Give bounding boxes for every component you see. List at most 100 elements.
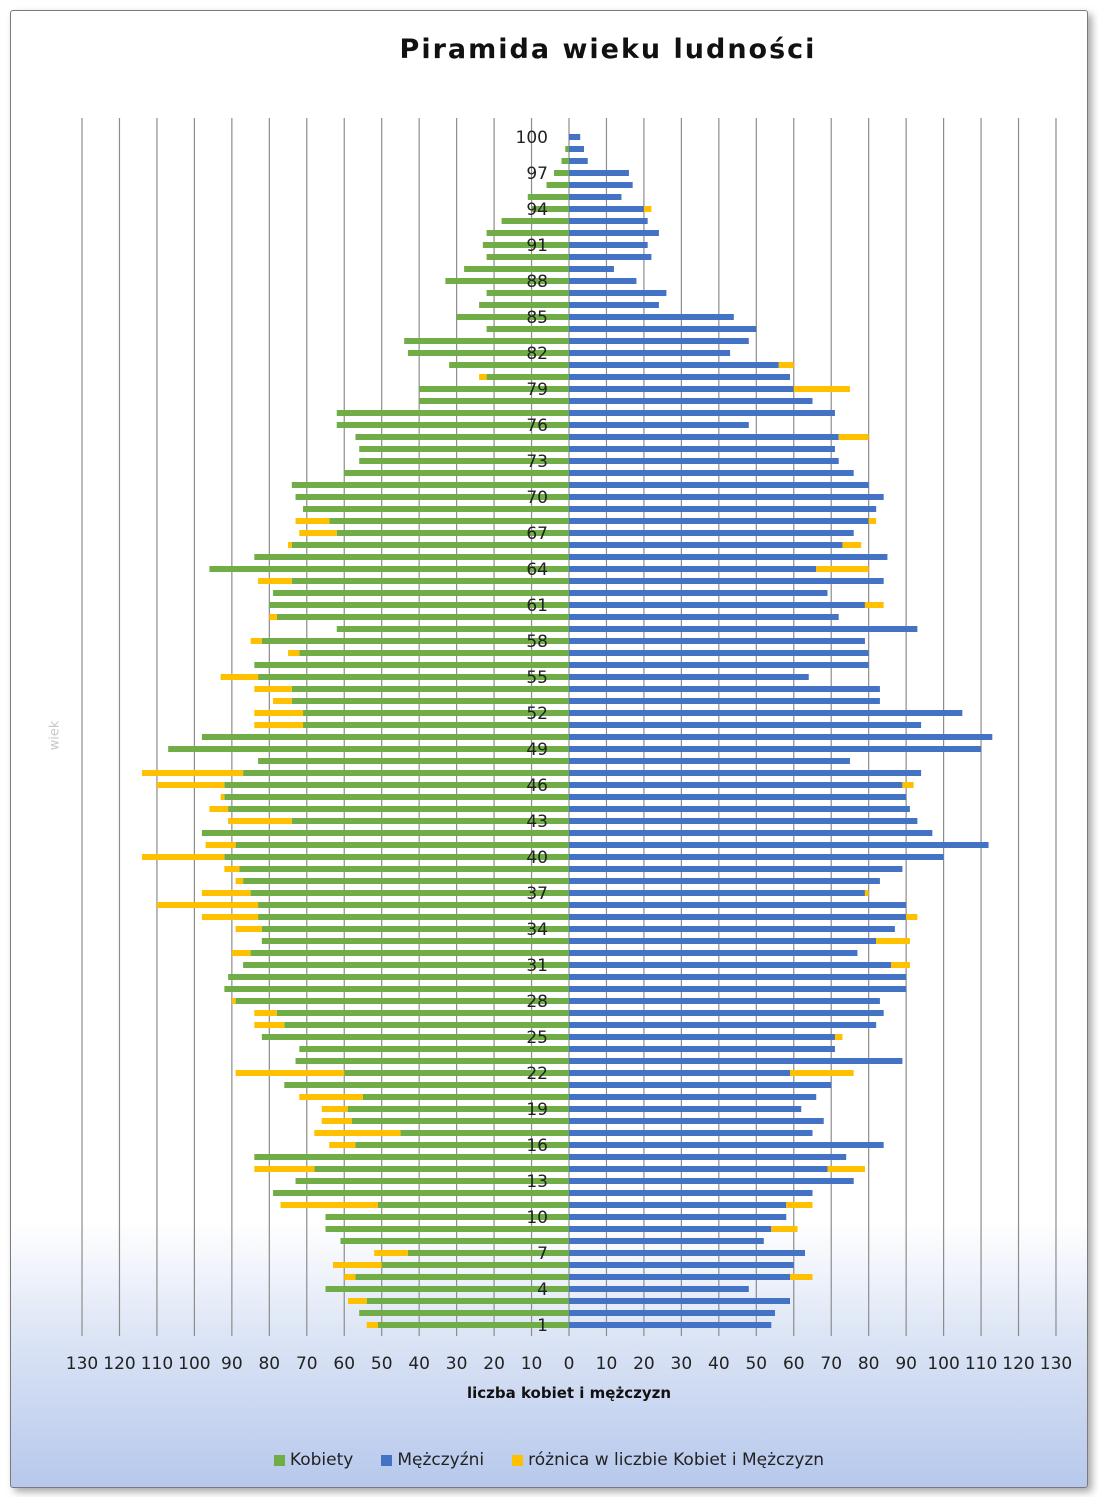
x-tick-label: 20 (483, 1354, 505, 1374)
bar-roznica (235, 878, 244, 884)
bar-kobiety (224, 854, 570, 860)
bar-kobiety (486, 374, 569, 380)
bar-mezczyzni (569, 962, 892, 968)
y-tick-label: 64 (526, 560, 548, 580)
x-tick-label: 90 (221, 1354, 243, 1374)
x-tick-label: 130 (66, 1354, 98, 1374)
y-tick-label: 37 (526, 884, 548, 904)
bar-mezczyzni (569, 1046, 835, 1052)
bar-mezczyzni (569, 1070, 791, 1076)
bar-kobiety (295, 1058, 569, 1064)
bar-roznica (333, 1262, 382, 1268)
y-tick-label: 46 (526, 776, 548, 796)
x-tick-label: 100 (927, 1354, 959, 1374)
bar-mezczyzni (569, 290, 667, 296)
bar-mezczyzni (569, 686, 880, 692)
bar-mezczyzni (569, 986, 907, 992)
bar-roznica (254, 1022, 285, 1028)
bar-mezczyzni (569, 938, 877, 944)
bar-mezczyzni (569, 794, 907, 800)
bar-kobiety (347, 1106, 569, 1112)
bar-kobiety (276, 614, 569, 620)
x-tick-label: 20 (633, 1354, 655, 1374)
bar-kobiety (344, 1070, 569, 1076)
bar-kobiety (239, 866, 570, 872)
bar-roznica (254, 686, 292, 692)
bar-kobiety (404, 338, 569, 344)
bar-kobiety (531, 206, 569, 212)
bar-roznica (141, 770, 244, 776)
bar-kobiety (303, 506, 569, 512)
bar-roznica (254, 710, 304, 716)
x-axis-label: liczba kobiet i mężczyzn (466, 1384, 672, 1402)
bar-kobiety (261, 926, 569, 932)
bar-kobiety (329, 518, 569, 524)
y-tick-label: 13 (526, 1172, 548, 1192)
x-tick-label: 130 (1040, 1354, 1072, 1374)
bar-kobiety (224, 986, 570, 992)
y-tick-label: 91 (526, 236, 548, 256)
bar-kobiety (261, 938, 569, 944)
bar-mezczyzni (569, 770, 922, 776)
bar-mezczyzni (569, 1202, 787, 1208)
bar-kobiety (291, 698, 569, 704)
x-tick-label: 30 (671, 1354, 693, 1374)
bar-roznica (842, 542, 862, 548)
bar-mezczyzni (569, 614, 839, 620)
y-tick-label: 19 (526, 1100, 548, 1120)
legend-label-roznica: różnica w liczbie Kobiet i Mężczyzn (528, 1450, 825, 1470)
bar-kobiety (340, 1238, 569, 1244)
x-tick-label: 40 (708, 1354, 730, 1374)
bar-mezczyzni (569, 1022, 877, 1028)
y-tick-label: 67 (526, 524, 548, 544)
bar-mezczyzni (569, 878, 880, 884)
bar-roznica (280, 1202, 378, 1208)
bar-roznica (231, 950, 251, 956)
x-tick-label: 120 (103, 1354, 135, 1374)
bar-mezczyzni (569, 1322, 772, 1328)
y-tick-label: 79 (526, 380, 548, 400)
x-tick-label: 60 (333, 1354, 355, 1374)
bar-roznica (288, 650, 300, 656)
bar-roznica (891, 962, 910, 968)
bar-roznica (864, 602, 884, 608)
bar-mezczyzni (569, 830, 933, 836)
bar-kobiety (336, 530, 569, 536)
x-tick-label: 50 (745, 1354, 767, 1374)
x-tick-label: 0 (564, 1354, 575, 1374)
bar-roznica (902, 782, 914, 788)
bar-roznica (816, 566, 869, 572)
bar-kobiety (303, 722, 569, 728)
bar-roznica (235, 926, 262, 932)
bar-roznica (269, 614, 277, 620)
bar-mezczyzni (569, 470, 854, 476)
bar-roznica (295, 518, 330, 524)
bar-mezczyzni (569, 482, 869, 488)
bar-mezczyzni (569, 458, 839, 464)
bar-mezczyzni (569, 1034, 835, 1040)
bar-roznica (790, 1070, 854, 1076)
bar-roznica (201, 890, 251, 896)
bar-roznica (156, 902, 259, 908)
x-tick-label: 80 (258, 1354, 280, 1374)
bar-kobiety (419, 398, 569, 404)
bar-roznica (258, 578, 292, 584)
bar-roznica (329, 1142, 356, 1148)
bar-roznica (374, 1250, 408, 1256)
y-tick-label: 85 (526, 308, 548, 328)
bar-kobiety (449, 362, 569, 368)
y-tick-label: 49 (526, 740, 548, 760)
bar-mezczyzni (569, 998, 880, 1004)
bar-kobiety (486, 326, 569, 332)
bar-kobiety (224, 794, 570, 800)
bar-kobiety (482, 242, 569, 248)
bar-kobiety (561, 158, 569, 164)
bar-roznica (254, 1010, 277, 1016)
x-tick-label: 100 (178, 1354, 210, 1374)
bar-kobiety (456, 314, 569, 320)
y-tick-label: 43 (526, 812, 548, 832)
bar-mezczyzni (569, 326, 757, 332)
bar-kobiety (276, 1010, 569, 1016)
bar-kobiety (235, 998, 569, 1004)
